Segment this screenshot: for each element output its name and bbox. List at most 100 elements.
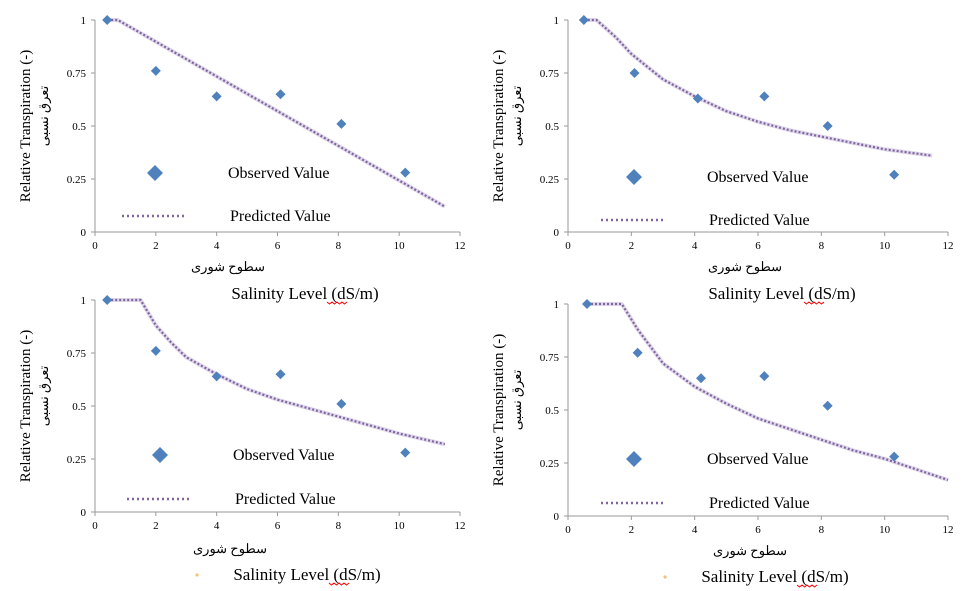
predicted-line xyxy=(583,18,933,157)
legend-predicted-label: Predicted Value xyxy=(709,212,810,229)
y-tick-label: 0.75 xyxy=(67,348,87,360)
observed-point xyxy=(822,121,833,131)
y-tick-label: 1 xyxy=(81,15,87,27)
x-tick-label: 8 xyxy=(819,240,825,252)
y-tick-label: 1 xyxy=(554,15,560,27)
legend-observed-marker xyxy=(626,169,642,185)
x-tick-label: 10 xyxy=(879,524,891,536)
y-axis-label: Relative Transpiration (-) xyxy=(491,50,507,202)
y-tick-label: 0.5 xyxy=(72,121,86,133)
x-tick-label: 8 xyxy=(336,520,342,532)
observed-point xyxy=(889,451,900,462)
y-tick-label: 0 xyxy=(81,227,87,239)
y-tick-label: 0.25 xyxy=(540,458,560,470)
observed-point xyxy=(759,371,770,382)
y-tick-label: 0.25 xyxy=(67,174,87,186)
y-tick-label: 0.5 xyxy=(72,401,86,413)
observed-point xyxy=(889,169,900,180)
x-axis-label-persian: سطوح شوری xyxy=(191,259,265,275)
observed-point xyxy=(150,345,161,356)
x-axis-label: Salinity Level (dS/m) xyxy=(233,565,380,584)
y-axis-label-persian: تعرق نسبی xyxy=(36,85,52,146)
legend-observed-label: Observed Value xyxy=(228,165,329,182)
x-tick-label: 4 xyxy=(692,240,698,252)
observed-point xyxy=(150,65,161,76)
x-tick-label: 4 xyxy=(214,240,220,252)
y-tick-label: 0.25 xyxy=(540,174,560,186)
observed-point xyxy=(275,89,286,100)
x-tick-label: 0 xyxy=(565,240,571,252)
y-axis-label-persian: تعرق نسبی xyxy=(509,85,525,146)
legend-predicted-label: Predicted Value xyxy=(235,491,336,508)
chart-panel-top-left: 0 2 4 6 8 10 12 0 0.25 0.5 0.75 1 Observed Value Pred… xyxy=(18,15,466,305)
chart-panel-top-right: 0 2 4 6 8 10 12 0 0.25 0.5 0.75 1 Observed Value Pred… xyxy=(491,15,954,305)
x-tick-label: 0 xyxy=(92,520,98,532)
predicted-line xyxy=(107,18,446,208)
x-tick-label: 6 xyxy=(755,524,761,536)
legend-predicted-label: Predicted Value xyxy=(230,208,331,225)
x-tick-label: 8 xyxy=(336,240,342,252)
x-tick-label: 4 xyxy=(692,524,698,536)
x-axis-label-persian: سطوح شوری xyxy=(713,543,787,559)
legend-observed-marker xyxy=(147,165,163,181)
x-axis-label-persian: سطوح شوری xyxy=(193,541,267,557)
chart-panel-bottom-right: 0 2 4 6 8 10 12 0 0.25 0.5 0.75 1 Observed Value Pred… xyxy=(491,299,954,588)
observed-point xyxy=(102,15,113,25)
legend-predicted-label: Predicted Value xyxy=(709,495,810,512)
observed-point xyxy=(400,167,411,178)
y-tick-label: 1 xyxy=(554,299,560,311)
predicted-line-shadow xyxy=(107,298,446,447)
observed-point xyxy=(629,68,640,78)
y-axis-label-persian: تعرق نسبی xyxy=(509,369,525,430)
y-tick-label: 0.25 xyxy=(67,454,87,466)
legend-observed-marker xyxy=(152,447,168,463)
x-axis-label: Salinity Level (dS/m) xyxy=(231,284,378,303)
observed-point xyxy=(696,373,706,384)
x-tick-label: 12 xyxy=(455,240,466,252)
x-tick-label: 6 xyxy=(275,240,281,252)
predicted-line xyxy=(587,302,949,482)
y-tick-label: 0 xyxy=(554,511,560,523)
observed-point xyxy=(211,371,222,382)
x-tick-label: 2 xyxy=(153,240,159,252)
x-axis-label-bullet xyxy=(663,575,667,579)
observed-point xyxy=(759,91,770,102)
x-tick-label: 0 xyxy=(92,240,98,252)
x-tick-label: 10 xyxy=(394,520,406,532)
y-axis-label: Relative Transpiration (-) xyxy=(18,50,34,202)
x-tick-label: 2 xyxy=(629,240,635,252)
chart-panel-bottom-left: 0 2 4 6 8 10 12 0 0.25 0.5 0.75 1 Observed Value Pred… xyxy=(18,295,466,586)
x-tick-label: 2 xyxy=(153,520,159,532)
y-tick-label: 0 xyxy=(554,227,560,239)
spellcheck-underline xyxy=(328,582,350,586)
predicted-line xyxy=(107,298,446,446)
x-tick-label: 8 xyxy=(819,524,825,536)
legend-observed-label: Observed Value xyxy=(233,447,334,464)
x-tick-label: 6 xyxy=(275,520,281,532)
x-axis-label-persian: سطوح شوری xyxy=(708,259,782,275)
x-tick-label: 10 xyxy=(394,240,406,252)
x-axis-label-bullet xyxy=(195,573,199,577)
legend-observed-label: Observed Value xyxy=(707,451,808,468)
y-tick-label: 0.75 xyxy=(67,68,87,80)
spellcheck-underline xyxy=(803,301,825,305)
legend-observed-marker xyxy=(626,451,642,467)
observed-point xyxy=(211,91,222,102)
observed-point xyxy=(582,299,592,309)
y-tick-label: 0 xyxy=(81,507,87,519)
observed-point xyxy=(336,118,347,129)
observed-point xyxy=(102,295,113,305)
y-axis-label-persian: تعرق نسبی xyxy=(36,365,52,426)
x-tick-label: 2 xyxy=(629,524,635,536)
observed-point xyxy=(578,15,589,25)
observed-point xyxy=(632,347,643,358)
x-tick-label: 12 xyxy=(455,520,466,532)
observed-point xyxy=(275,369,286,380)
x-tick-label: 12 xyxy=(943,524,954,536)
y-tick-label: 0.75 xyxy=(540,68,560,80)
y-tick-label: 0.5 xyxy=(545,405,559,417)
observed-point xyxy=(400,447,411,458)
x-tick-label: 4 xyxy=(214,520,220,532)
x-axis-label: Salinity Level (dS/m) xyxy=(701,567,848,586)
legend-observed-label: Observed Value xyxy=(707,169,808,186)
